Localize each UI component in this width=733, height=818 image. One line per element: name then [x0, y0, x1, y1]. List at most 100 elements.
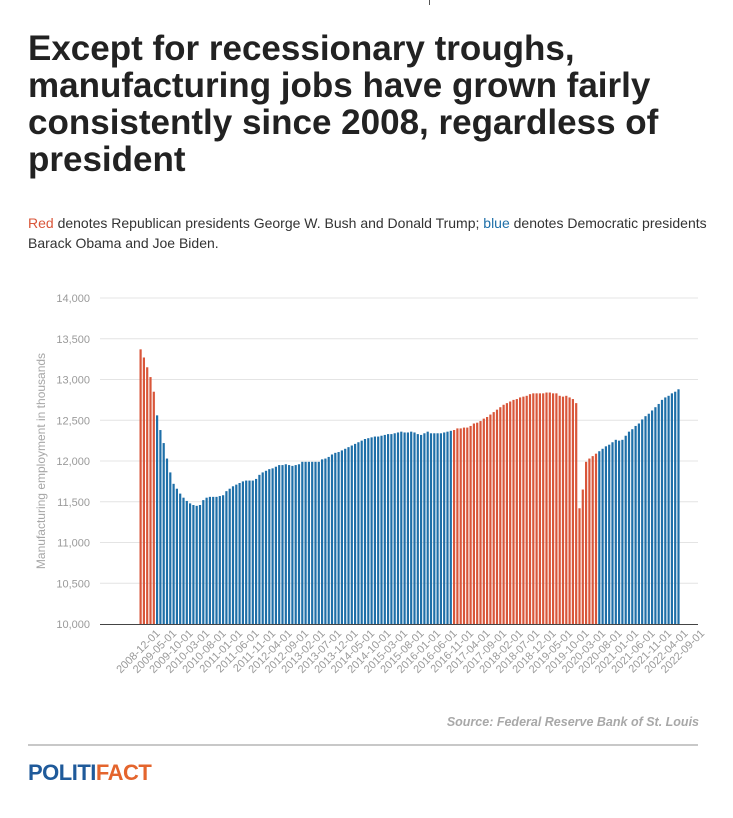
bar [400, 431, 403, 624]
top-edge-mark [429, 0, 430, 5]
politifact-logo[interactable]: POLITIFACT [28, 760, 152, 786]
bar [149, 377, 152, 624]
bar [311, 461, 314, 624]
bar [142, 357, 145, 624]
bar [598, 451, 601, 624]
bar [476, 422, 479, 624]
bar [344, 448, 347, 624]
bar [284, 464, 287, 624]
bar [373, 436, 376, 624]
bar [512, 399, 515, 625]
bar [486, 416, 489, 624]
bar [532, 393, 535, 624]
y-tick-label: 12,500 [56, 415, 90, 427]
bar [449, 430, 452, 624]
bar [268, 469, 271, 624]
bar [482, 418, 485, 624]
bar [228, 488, 231, 624]
bar [165, 458, 169, 624]
bar [159, 430, 162, 624]
bar [621, 439, 624, 624]
bar [146, 367, 149, 624]
bar [644, 416, 647, 624]
bar [429, 433, 433, 624]
bar [330, 454, 334, 624]
bar [568, 397, 571, 624]
bar [235, 484, 238, 624]
bar [601, 448, 604, 624]
bar [367, 438, 370, 624]
bar [202, 500, 205, 624]
bar [436, 433, 439, 624]
bar [288, 465, 291, 624]
bar [548, 392, 551, 624]
bar [558, 395, 561, 624]
bar [393, 433, 396, 624]
bar [390, 434, 393, 624]
bar [274, 466, 277, 624]
bar [641, 419, 644, 624]
bar [495, 409, 499, 624]
bar [627, 431, 631, 624]
bar [647, 413, 650, 624]
bar [370, 437, 373, 624]
bar [459, 428, 462, 624]
bar [522, 396, 525, 624]
bar [631, 429, 634, 624]
bar [278, 465, 281, 624]
bar [624, 435, 627, 624]
bar [571, 399, 574, 624]
bar [222, 495, 225, 624]
bar [423, 433, 426, 624]
bar [162, 443, 165, 624]
y-tick-label: 11,500 [57, 497, 90, 509]
bar [172, 483, 175, 624]
y-tick-label: 13,500 [56, 334, 90, 346]
bar [416, 434, 419, 624]
bar [456, 428, 459, 624]
bar [403, 432, 406, 624]
bar [651, 410, 654, 624]
bar [525, 395, 528, 624]
bar [433, 433, 436, 624]
bar [317, 461, 320, 624]
bar [231, 486, 235, 624]
bar [192, 505, 195, 624]
bar [152, 391, 155, 624]
bar [657, 403, 660, 624]
subtitle-red-word: Red [28, 215, 54, 231]
bar [594, 453, 598, 624]
bar-chart: 10,000 10,500 11,000 11,500 12,000 12,500 13,0… [34, 293, 707, 676]
bar [354, 443, 357, 624]
bar [618, 440, 621, 625]
bar [156, 415, 159, 624]
bar [185, 500, 188, 624]
bar [439, 433, 442, 624]
bar [462, 427, 466, 624]
bar [294, 465, 297, 624]
y-tick-label: 11,000 [57, 538, 90, 550]
bar [169, 472, 172, 624]
y-axis-label: Manufacturing employment in thousands [34, 353, 48, 569]
bar [175, 488, 178, 624]
subtitle-blue-word: blue [483, 215, 510, 231]
bar [179, 493, 182, 624]
bar [674, 391, 677, 624]
bar [413, 432, 416, 624]
bar [469, 425, 472, 624]
bar [581, 489, 584, 624]
bar [139, 349, 142, 624]
bar [410, 431, 413, 624]
bar [528, 394, 532, 624]
bar [519, 397, 522, 624]
bar [182, 497, 185, 624]
bar [281, 465, 284, 624]
bar [198, 505, 202, 624]
bar [324, 458, 327, 624]
bar [453, 430, 456, 624]
bar [337, 452, 340, 624]
bar [578, 508, 581, 624]
bar [545, 392, 548, 624]
bar [634, 425, 637, 624]
chart-subtitle: Red denotes Republican presidents George… [28, 213, 708, 253]
